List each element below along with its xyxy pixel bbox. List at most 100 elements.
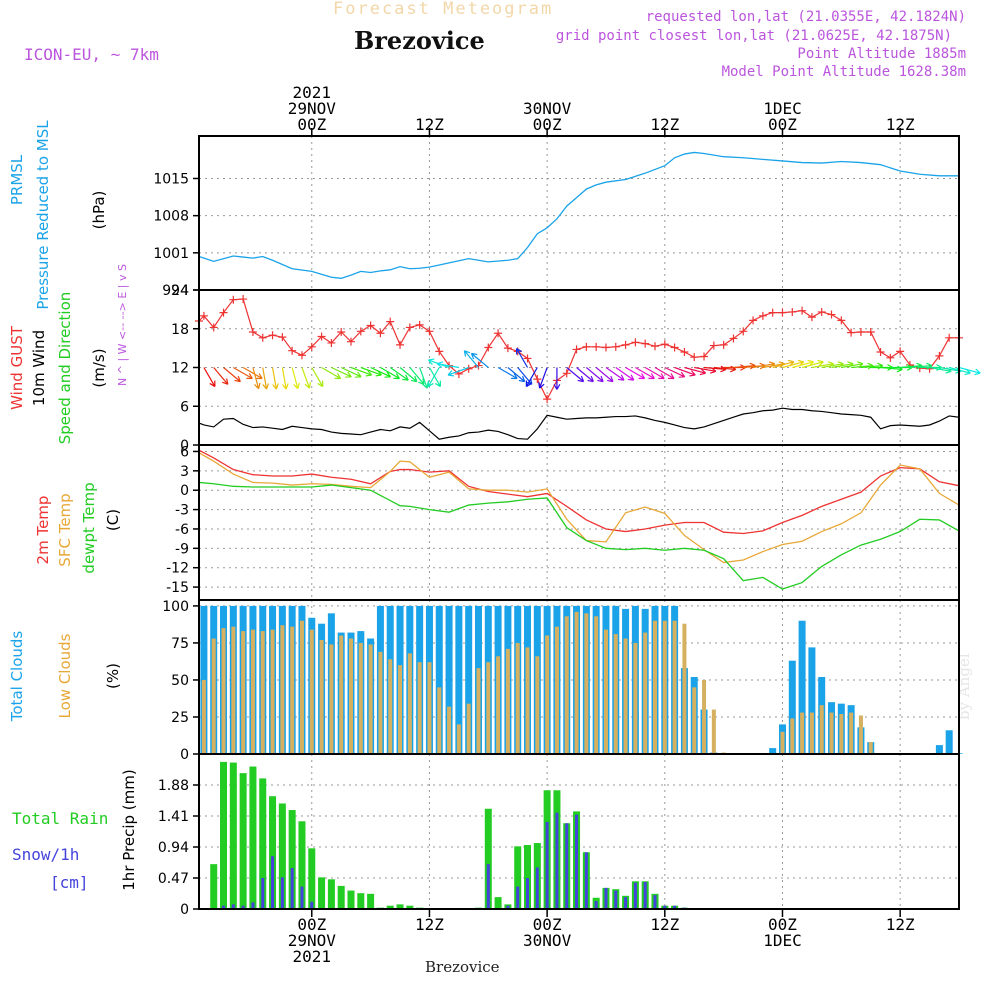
y-tick-label: 0	[180, 438, 189, 454]
gust-marker	[749, 316, 758, 325]
wind-direction-arrow	[389, 367, 409, 381]
gust-marker	[847, 328, 856, 337]
low-cloud-bar	[574, 611, 579, 754]
y-tick-label: 50	[171, 673, 189, 689]
total-cloud-bar	[945, 730, 953, 754]
gust-marker	[405, 323, 414, 332]
y-tick-label: 25	[171, 710, 189, 726]
gust-marker	[601, 343, 610, 352]
snow-bar	[545, 821, 549, 909]
wind-direction-arrow	[801, 359, 824, 369]
y-tick-label: -9	[175, 541, 189, 557]
gust-marker	[317, 332, 326, 341]
gust-label: Wind GUST	[8, 325, 26, 410]
snow-bar	[300, 886, 304, 909]
wind-direction-arrow	[223, 367, 241, 383]
snow-bar	[310, 901, 314, 909]
gust-marker	[386, 317, 395, 326]
low-cloud-bar	[407, 653, 412, 754]
low-cloud-bar	[809, 712, 814, 754]
gust-marker	[248, 327, 257, 336]
top-time-label: 30NOV	[523, 99, 572, 118]
low-cloud-bar	[486, 662, 491, 754]
gust-marker	[523, 354, 532, 363]
low-cloud-bar	[868, 742, 873, 754]
gust-marker	[415, 320, 424, 329]
rain-bar	[229, 762, 237, 909]
gust-marker	[641, 339, 650, 348]
snow-bar	[604, 887, 608, 909]
wind-direction-arrow	[271, 367, 279, 390]
low-cloud-bar	[819, 705, 824, 754]
wind-direction-arrow	[664, 366, 686, 378]
rain-bar	[298, 821, 306, 909]
snow-bar	[555, 812, 559, 909]
wind-direction-arrow	[203, 367, 216, 388]
y-tick-label: 0.94	[158, 840, 189, 856]
rain-bar	[367, 893, 375, 909]
panel-5: 0 0.47 0.94 1.41 1.88	[158, 754, 959, 918]
panel-2: 0 6 12 18 24	[171, 283, 981, 454]
gust-marker	[621, 340, 630, 349]
snow-bar	[280, 877, 284, 909]
low-cloud-bar	[447, 706, 452, 754]
gust-marker	[592, 342, 601, 351]
y-tick-label: 100	[162, 599, 189, 615]
wind-direction-arrow	[242, 366, 263, 380]
cloud-unit-label: (%)	[104, 663, 122, 689]
model-name: ICON-EU, ~ 7km	[24, 45, 159, 64]
gust-marker	[288, 346, 297, 355]
low-cloud-bar	[309, 629, 314, 754]
wind-direction-arrow	[684, 366, 707, 376]
wind-direction-arrow	[291, 367, 300, 390]
wind-direction-arrow	[674, 366, 696, 377]
snow-bar	[271, 856, 275, 909]
gust-marker	[709, 341, 718, 350]
y-tick-label: 6	[180, 399, 189, 415]
gust-marker	[896, 347, 905, 356]
snow-bar	[643, 881, 647, 909]
total-cloud-bar	[445, 605, 453, 754]
top-time-label: 1DEC	[763, 99, 802, 118]
bottom-time-label: 29NOV	[288, 931, 337, 950]
wind-direction-arrow	[615, 367, 635, 381]
y-tick-label: -12	[166, 561, 189, 577]
y-tick-label: 0.47	[158, 871, 189, 887]
point-altitude: Point Altitude 1885m	[797, 46, 966, 62]
wind-direction-arrow	[409, 367, 425, 385]
bottom-time-label: 30NOV	[523, 931, 572, 950]
low-cloud-bar	[398, 665, 403, 754]
y-tick-label: 994	[162, 283, 189, 299]
wind-direction-arrow	[311, 367, 324, 388]
gust-marker	[562, 369, 571, 378]
gust-marker	[611, 342, 620, 351]
y-tick-label: -15	[166, 580, 189, 596]
wind-direction-arrow	[958, 366, 981, 376]
y-tick-label: 1001	[153, 246, 189, 262]
total-cloud-bar	[465, 605, 473, 754]
wind-direction-arrow	[625, 366, 646, 380]
low-cloud-bar	[466, 703, 471, 754]
gridpoint-coords: grid point closest lon,lat (21.0625E, 42…	[555, 28, 952, 44]
wind-unit-label: (m/s)	[90, 348, 108, 387]
gust-marker	[425, 327, 434, 336]
gust-marker	[543, 395, 552, 404]
total-cloud-bar	[935, 745, 943, 754]
gust-marker	[376, 329, 385, 338]
location-title: Brezovice	[354, 26, 485, 55]
gust-marker	[631, 338, 640, 347]
wind-direction-arrow	[262, 367, 270, 390]
y-tick-label: -3	[175, 503, 189, 519]
low-cloud-bar	[358, 642, 363, 754]
pressure-label-short: PRMSL	[8, 154, 26, 205]
gust-marker	[209, 323, 218, 332]
rain-bar	[524, 845, 532, 909]
low-cloud-bar	[623, 638, 628, 754]
total-cloud-bar	[808, 647, 816, 754]
wind-direction-arrow	[553, 367, 561, 390]
low-cloud-bar	[613, 634, 618, 754]
wind-direction-arrow	[301, 367, 311, 389]
low-cloud-bar	[839, 714, 844, 754]
low-cloud-bar	[653, 620, 657, 754]
series-prmsl-line	[198, 151, 959, 279]
